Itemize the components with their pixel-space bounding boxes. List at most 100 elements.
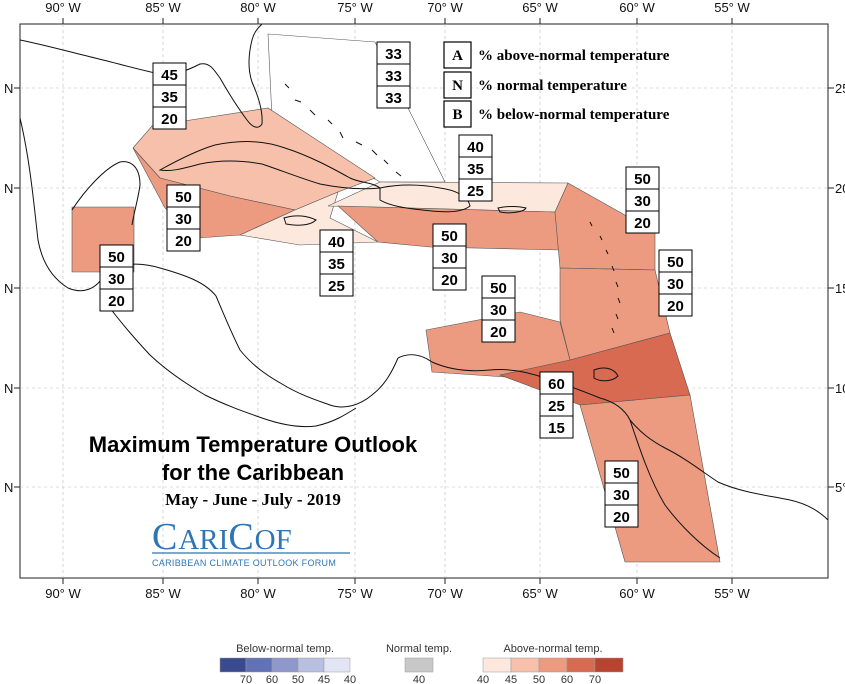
lat-label: 25 xyxy=(835,81,845,96)
legend-description: % below-normal temperature xyxy=(478,107,670,123)
lon-label: 80° W xyxy=(240,586,276,600)
lon-label: 75° W xyxy=(337,0,373,15)
lon-label: 70° W xyxy=(427,0,463,15)
lon-label: 90° W xyxy=(45,586,81,600)
outlook-map: 90° W 85° W 80° W 75° W 70° W 65° W 60° … xyxy=(4,0,845,600)
color-scale-legend: Below-normal temp. Normal temp. Above-no… xyxy=(219,643,624,684)
prob-normal: 30 xyxy=(634,193,651,210)
prob-box-cuba: 45 35 20 xyxy=(152,62,187,130)
legend-row-normal: N % normal temperature xyxy=(443,71,627,99)
prob-normal: 30 xyxy=(613,487,630,504)
lat-label: N xyxy=(4,281,13,296)
normal-tick: 40 xyxy=(413,674,425,684)
above-swatch xyxy=(538,657,568,673)
prob-normal: 25 xyxy=(548,398,565,415)
lat-labels-right: 25 20 15 10 5° xyxy=(835,81,845,495)
below-tick: 60 xyxy=(266,674,278,684)
prob-below: 20 xyxy=(441,272,458,289)
prob-normal: 30 xyxy=(667,276,684,293)
prob-above: 50 xyxy=(490,280,507,297)
legend-row-above: A % above-normal temperature xyxy=(443,41,670,69)
prob-normal: 30 xyxy=(490,302,507,319)
prob-below: 20 xyxy=(613,509,630,526)
prob-box-abc-islands: 50 30 20 xyxy=(481,275,516,343)
lon-label: 60° W xyxy=(619,0,655,15)
prob-above: 50 xyxy=(667,254,684,271)
below-tick: 70 xyxy=(240,674,252,684)
prob-below: 20 xyxy=(634,215,651,232)
lat-label: 15 xyxy=(835,281,845,296)
above-tick: 70 xyxy=(589,674,601,684)
legend-letter: N xyxy=(452,78,463,94)
prob-normal: 30 xyxy=(175,211,192,228)
lon-label: 90° W xyxy=(45,0,81,15)
below-tick: 40 xyxy=(344,674,356,684)
prob-box-hispaniola-puerto-rico: 50 30 20 xyxy=(432,223,467,291)
prob-below: 20 xyxy=(490,324,507,341)
prob-above: 40 xyxy=(467,139,484,156)
prob-above: 33 xyxy=(385,46,402,63)
lon-label: 60° W xyxy=(619,586,655,600)
prob-above: 50 xyxy=(613,465,630,482)
above-swatches xyxy=(482,657,624,673)
prob-below: 20 xyxy=(161,111,178,128)
prob-box-guianas: 50 30 20 xyxy=(604,460,639,528)
prob-normal: 33 xyxy=(385,68,402,85)
prob-below: 20 xyxy=(175,233,192,250)
lon-labels-top: 90° W 85° W 80° W 75° W 70° W 65° W 60° … xyxy=(45,0,750,15)
lat-labels-left: N N N N N xyxy=(4,81,13,495)
prob-box-leeward-islands: 50 30 20 xyxy=(625,166,660,234)
below-swatch xyxy=(271,657,299,673)
lon-label: 55° W xyxy=(714,586,750,600)
prob-box-cayman-west-cuba: 50 30 20 xyxy=(166,184,201,252)
normal-swatch xyxy=(404,657,434,673)
caricof-logo: CARICOF CARIBBEAN CLIMATE OUTLOOK FORUM xyxy=(152,516,350,568)
prob-below: 25 xyxy=(467,183,484,200)
prob-normal: 30 xyxy=(441,250,458,267)
logo-letters: ARI xyxy=(178,524,228,556)
above-swatch xyxy=(566,657,596,673)
prob-normal: 35 xyxy=(328,256,345,273)
lon-labels-bottom: 90° W 85° W 80° W 75° W 70° W 65° W 60° … xyxy=(45,586,750,600)
above-ticks: 40 45 50 60 70 xyxy=(477,674,601,684)
lat-label: N xyxy=(4,480,13,495)
prob-box-trinidad-barbados: 60 25 15 xyxy=(539,371,574,439)
logo-subtitle: CARIBBEAN CLIMATE OUTLOOK FORUM xyxy=(152,558,336,568)
below-swatch xyxy=(219,657,247,673)
below-tick: 50 xyxy=(292,674,304,684)
above-normal-label: Above-normal temp. xyxy=(503,643,602,655)
prob-box-windward-islands: 50 30 20 xyxy=(658,249,693,317)
prob-box-turks-caicos: 40 35 25 xyxy=(458,134,493,202)
prob-below: 33 xyxy=(385,90,402,107)
lon-label: 65° W xyxy=(522,586,558,600)
probability-boxes: 33 33 33 45 35 20 50 30 20 40 35 25 xyxy=(99,41,693,528)
prob-below: 15 xyxy=(548,420,565,437)
map-title-line2: for the Caribbean xyxy=(162,460,344,485)
lat-label: N xyxy=(4,81,13,96)
below-swatch xyxy=(245,657,273,673)
lat-label: N xyxy=(4,181,13,196)
prob-box-belize: 50 30 20 xyxy=(99,244,134,312)
prob-normal: 35 xyxy=(161,89,178,106)
lon-label: 70° W xyxy=(427,586,463,600)
legend-description: % normal temperature xyxy=(478,78,627,94)
legend-letter: A xyxy=(452,48,463,64)
lon-label: 80° W xyxy=(240,0,276,15)
prob-above: 45 xyxy=(161,67,178,84)
below-ticks: 70 60 50 45 40 xyxy=(240,674,356,684)
above-tick: 50 xyxy=(533,674,545,684)
prob-above: 50 xyxy=(634,171,651,188)
lon-label: 65° W xyxy=(522,0,558,15)
svg-text:CARICOF: CARICOF xyxy=(152,516,292,558)
below-swatch xyxy=(323,657,351,673)
title-block: Maximum Temperature Outlook for the Cari… xyxy=(89,432,418,509)
prob-above: 50 xyxy=(108,249,125,266)
prob-normal: 30 xyxy=(108,271,125,288)
lon-label: 85° W xyxy=(145,586,181,600)
lon-label: 55° W xyxy=(714,0,750,15)
abn-legend: A % above-normal temperature N % normal … xyxy=(443,41,670,128)
map-title: Maximum Temperature Outlook xyxy=(89,432,418,457)
lat-label: 5° xyxy=(835,480,845,495)
normal-swatch-group xyxy=(404,657,434,673)
prob-above: 50 xyxy=(441,228,458,245)
